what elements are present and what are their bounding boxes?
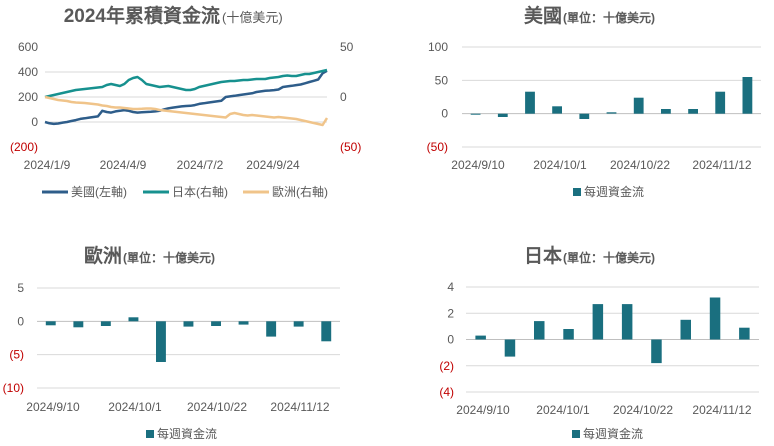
- bar: [651, 339, 662, 364]
- bar: [100, 321, 111, 326]
- x-tick-label: 2024/10/1: [536, 403, 590, 417]
- y-tick-label: 2: [447, 306, 454, 320]
- bar: [563, 329, 574, 340]
- us-weekly-chart: 美國 (單位：十億美元) 100 50 0 (50)2024/9/10 2024/10/…: [427, 4, 761, 199]
- bar: [504, 339, 516, 357]
- bar: [688, 109, 698, 114]
- bar: [321, 321, 332, 342]
- bar: [552, 106, 562, 114]
- x-tick-label: 2024/7/2: [177, 158, 224, 172]
- legend-swatch: [146, 430, 154, 438]
- chart1-unit: (十億美元): [222, 10, 283, 25]
- x-tick-label: 2024/10/1: [108, 400, 162, 414]
- left-axis-tick-label: 600: [18, 40, 38, 54]
- bar: [621, 304, 633, 340]
- bar: [183, 321, 194, 327]
- chart1-legend: 美國(左軸) 日本(右軸) 歐洲(右軸): [42, 184, 328, 199]
- left-axis-tick-label: 0: [31, 115, 38, 129]
- legend-label: 每週資金流: [583, 426, 643, 441]
- japan-weekly-chart: 日本 (單位：十億美元) 4 2 0 (2) (4)2024/9/10 2024/10/1…: [439, 244, 759, 441]
- legend-label: 美國(左軸): [71, 184, 127, 199]
- bar: [633, 97, 644, 114]
- bar: [680, 319, 691, 340]
- x-tick-label: 2024/4/9: [100, 158, 147, 172]
- bar: [661, 109, 671, 114]
- legend-label: 每週資金流: [584, 184, 644, 199]
- series-line-0: [44, 69, 328, 126]
- y-tick-label: 0: [447, 333, 454, 347]
- x-tick-label: 2024/10/1: [533, 158, 587, 172]
- bar: [709, 297, 721, 340]
- chart2-legend: 每週資金流: [573, 184, 644, 199]
- x-tick-label: 2024/11/12: [692, 403, 751, 417]
- x-tick-label: 2024/11/12: [692, 158, 751, 172]
- chart4-legend: 每週資金流: [572, 426, 643, 441]
- legend-label: 每週資金流: [157, 426, 217, 441]
- x-tick-label: 2024/1/9: [24, 158, 71, 172]
- bar: [739, 327, 750, 340]
- chart3-title: 歐洲: [84, 244, 122, 267]
- x-tick-label: 2024/10/22: [610, 158, 670, 172]
- bar: [293, 321, 304, 327]
- right-axis-tick-label: 50: [340, 40, 354, 54]
- x-tick-label: 2024/9/10: [26, 400, 80, 414]
- bar: [579, 113, 590, 119]
- bar: [592, 304, 604, 340]
- europe-weekly-chart: 歐洲 (單位：十億美元) 5 0 (5) (10)2024/9/10 2024/10/1…: [3, 244, 340, 441]
- y-tick-label: (4): [439, 385, 454, 399]
- y-tick-label: (5): [9, 348, 24, 362]
- x-tick-label: 2024/9/10: [451, 158, 505, 172]
- chart4-unit: (單位：十億美元): [563, 250, 655, 265]
- y-tick-label: (10): [3, 381, 24, 395]
- y-tick-label: 100: [428, 40, 448, 54]
- y-tick-label: 0: [441, 107, 448, 121]
- bar: [470, 113, 481, 115]
- legend-swatch: [573, 188, 581, 196]
- legend-swatch: [572, 430, 580, 438]
- y-tick-label: (50): [427, 140, 448, 154]
- bar: [211, 321, 221, 326]
- bar: [497, 113, 508, 117]
- bar: [475, 335, 486, 340]
- x-tick-label: 2024/10/22: [613, 403, 673, 417]
- x-tick-label: 2024/9/24: [246, 158, 300, 172]
- bar: [606, 112, 617, 114]
- chart1-title: 2024年累積資金流: [64, 4, 220, 27]
- x-tick-label: 2024/9/10: [456, 403, 510, 417]
- bar: [534, 321, 545, 340]
- bar: [238, 321, 249, 325]
- bar: [715, 91, 726, 114]
- chart2-unit: (單位：十億美元): [563, 10, 655, 25]
- y-tick-label: 5: [17, 281, 24, 295]
- chart3-unit: (單位：十億美元): [123, 250, 215, 265]
- y-tick-label: 50: [435, 73, 449, 87]
- left-axis-tick-label: 400: [18, 65, 38, 79]
- y-tick-label: 0: [17, 314, 24, 328]
- left-axis-tick-label: (200): [10, 140, 38, 154]
- legend-label: 日本(右軸): [172, 184, 228, 199]
- legend-label: 歐洲(右軸): [272, 184, 328, 199]
- series-line-2: [44, 95, 329, 127]
- left-axis-tick-label: 200: [18, 90, 38, 104]
- x-tick-label: 2024/10/22: [187, 400, 247, 414]
- cumulative-flow-chart: 2024年累積資金流 (十億美元) 600 400 200 0 (200) 50 0 (50…: [10, 4, 361, 199]
- bar: [266, 321, 277, 337]
- chart3-legend: 每週資金流: [146, 426, 217, 441]
- chart4-title: 日本: [524, 244, 562, 267]
- bar: [742, 77, 753, 114]
- series-line-1: [44, 68, 328, 99]
- chart2-title: 美國: [524, 4, 562, 27]
- bar: [73, 321, 84, 328]
- bar: [128, 317, 139, 322]
- right-axis-tick-label: 0: [340, 90, 347, 104]
- bar: [525, 91, 535, 114]
- y-tick-label: 4: [447, 280, 454, 294]
- y-tick-label: (2): [439, 359, 454, 373]
- right-axis-tick-label: (50): [340, 140, 361, 154]
- x-tick-label: 2024/11/12: [270, 400, 329, 414]
- bar: [156, 321, 166, 362]
- bar: [45, 321, 56, 326]
